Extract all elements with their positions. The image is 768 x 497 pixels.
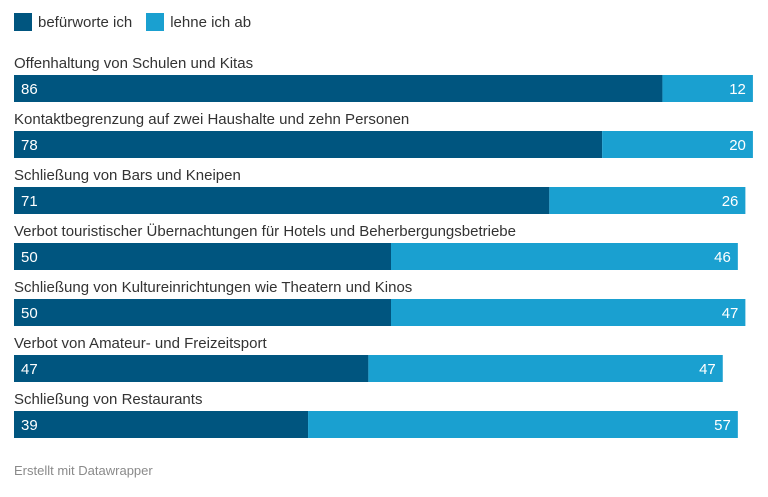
- category-label: Schließung von Bars und Kneipen: [14, 167, 241, 184]
- bar-reject: [662, 75, 753, 102]
- bar-reject: [391, 299, 746, 326]
- bar-reject: [391, 243, 738, 270]
- legend-swatch-reject: [146, 13, 165, 31]
- category-label: Verbot von Amateur- und Freizeitsport: [14, 335, 267, 352]
- category-label: Schließung von Restaurants: [14, 391, 202, 408]
- data-label-approve: 78: [21, 137, 38, 154]
- legend-item-reject: lehne ich ab: [146, 13, 251, 31]
- data-label-approve: 71: [21, 193, 38, 210]
- data-label-reject: 26: [722, 193, 739, 210]
- legend-item-approve: befürworte ich: [14, 13, 132, 31]
- footer-credit: Erstellt mit Datawrapper: [14, 463, 153, 478]
- data-label-reject: 47: [722, 305, 739, 322]
- data-label-reject: 57: [714, 417, 731, 434]
- category-label: Verbot touristischer Übernachtungen für …: [14, 222, 516, 240]
- category-label: Offenhaltung von Schulen und Kitas: [14, 55, 253, 72]
- data-label-approve: 86: [21, 81, 38, 98]
- bar-approve: [14, 131, 603, 158]
- legend: befürworte ich lehne ich ab: [14, 13, 265, 31]
- bar-reject: [308, 411, 738, 438]
- data-label-reject: 20: [729, 137, 746, 154]
- bar-approve: [14, 299, 391, 326]
- category-label: Kontaktbegrenzung auf zwei Haushalte und…: [14, 111, 409, 128]
- bar-reject: [549, 187, 746, 214]
- bar-reject: [602, 131, 753, 158]
- data-label-reject: 47: [699, 361, 716, 378]
- legend-label-reject: lehne ich ab: [170, 13, 252, 31]
- category-label: Schließung von Kultureinrichtungen wie T…: [14, 279, 412, 296]
- data-label-approve: 50: [21, 249, 38, 266]
- legend-swatch-approve: [14, 13, 32, 31]
- bar-reject: [368, 355, 723, 382]
- data-label-approve: 39: [21, 417, 38, 434]
- data-label-reject: 46: [714, 249, 731, 266]
- legend-label-approve: befürworte ich: [38, 13, 133, 31]
- data-label-approve: 50: [21, 305, 38, 322]
- data-label-approve: 47: [21, 361, 38, 378]
- bar-approve: [14, 411, 309, 438]
- bar-approve: [14, 243, 391, 270]
- bar-approve: [14, 355, 369, 382]
- bar-approve: [14, 187, 550, 214]
- data-label-reject: 12: [729, 81, 746, 98]
- bar-approve: [14, 75, 663, 102]
